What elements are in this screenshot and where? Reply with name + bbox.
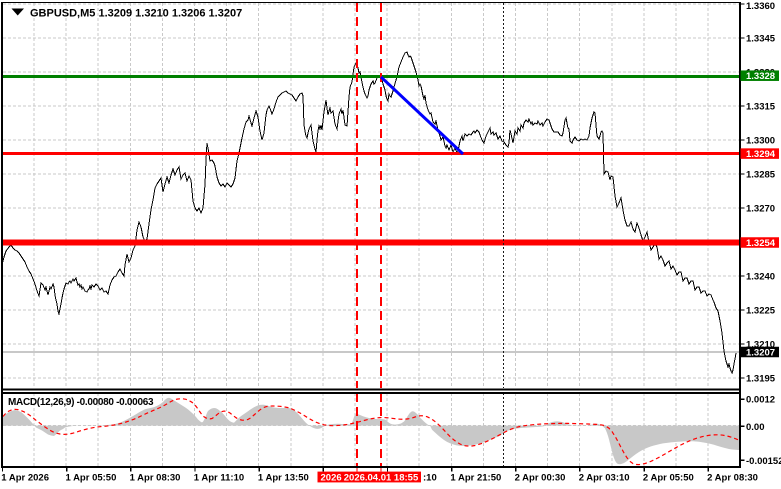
svg-text:2 Apr 08:30: 2 Apr 08:30: [707, 472, 758, 483]
svg-text:0.00: 0.00: [746, 422, 765, 433]
svg-text:1.3300: 1.3300: [746, 135, 775, 146]
svg-text:1.3254: 1.3254: [746, 238, 776, 249]
svg-text:1.3210: 1.3210: [746, 339, 775, 350]
svg-text:2 Apr 00:30: 2 Apr 00:30: [515, 472, 566, 483]
svg-text:2 Apr 05:50: 2 Apr 05:50: [643, 472, 694, 483]
svg-text:2 Apr 03:10: 2 Apr 03:10: [579, 472, 630, 483]
svg-text:1.3328: 1.3328: [746, 71, 775, 82]
svg-text:1.3240: 1.3240: [746, 271, 775, 282]
svg-text:1 Apr 11:10: 1 Apr 11:10: [194, 472, 244, 483]
svg-text:1 Apr 2026: 1 Apr 2026: [1, 472, 49, 483]
svg-text:1.3294: 1.3294: [746, 149, 776, 160]
svg-text:2026: 2026: [321, 472, 342, 483]
svg-text:GBPUSD,M5 1.3209 1.3210 1.320: GBPUSD,M5 1.3209 1.3210 1.3206 1.3207: [30, 7, 242, 19]
svg-text:1.3195: 1.3195: [746, 373, 776, 384]
svg-text:1.3207: 1.3207: [746, 347, 775, 358]
svg-text::10: :10: [423, 472, 437, 483]
svg-text:1 Apr 08:30: 1 Apr 08:30: [130, 472, 181, 483]
svg-text:2026.04.01 18:55: 2026.04.01 18:55: [344, 472, 419, 483]
svg-text:1 Apr 21:50: 1 Apr 21:50: [450, 472, 501, 483]
svg-text:1.3285: 1.3285: [746, 169, 776, 180]
svg-text:1.3345: 1.3345: [746, 33, 776, 44]
svg-text:1 Apr 05:50: 1 Apr 05:50: [66, 472, 117, 483]
svg-text:1.3225: 1.3225: [746, 305, 776, 316]
svg-text:MACD(12,26,9) -0.00080 -0.0006: MACD(12,26,9) -0.00080 -0.00063: [8, 397, 154, 408]
svg-text:0.0012: 0.0012: [746, 395, 775, 406]
svg-text:1 Apr 13:50: 1 Apr 13:50: [258, 472, 309, 483]
svg-text:1.3360: 1.3360: [746, 1, 775, 12]
svg-text:1.3270: 1.3270: [746, 203, 775, 214]
svg-text:1.3315: 1.3315: [746, 101, 776, 112]
svg-text:-0.00152: -0.00152: [746, 456, 781, 467]
